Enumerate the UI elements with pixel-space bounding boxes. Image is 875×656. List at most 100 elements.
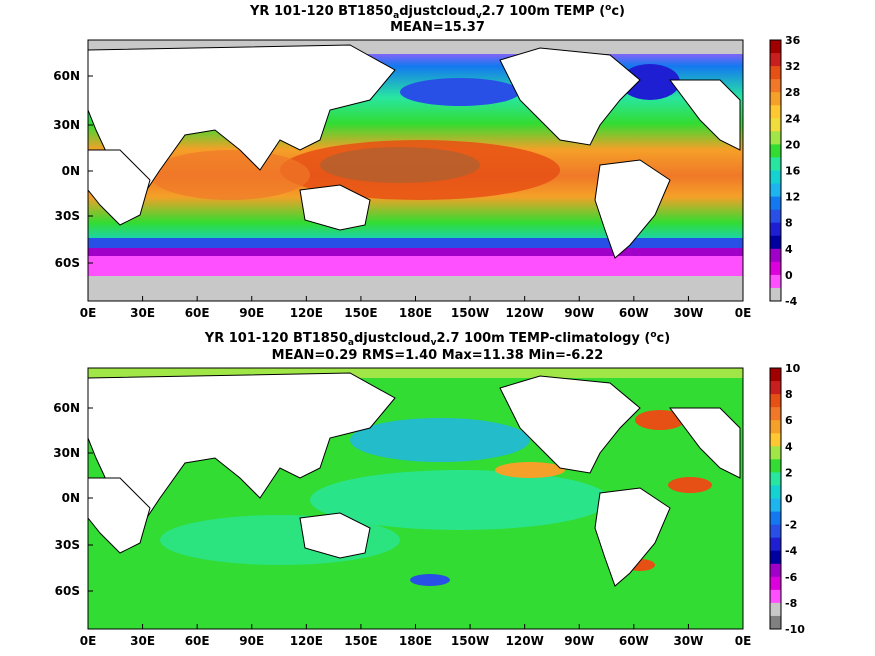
lon-tick-label: 60E (185, 306, 210, 320)
map-panel-top (88, 40, 743, 301)
colorbar-swatch (770, 235, 781, 250)
lon-tick-label: 0E (735, 634, 752, 648)
lat-tick-label: 0N (62, 491, 80, 505)
map-stats-bottom: MEAN=0.29 RMS=1.40 Max=11.38 Min=-6.22 (271, 348, 604, 363)
lon-tick-label: 120E (290, 306, 323, 320)
colorbar-swatch (770, 131, 781, 145)
colorbar-swatch (770, 433, 781, 447)
lon-tick-label: 90W (564, 634, 594, 648)
colorbar-swatch (770, 420, 781, 434)
colorbar-swatch (770, 524, 781, 539)
colorbar-swatch (770, 446, 781, 460)
colorbar-label: 20 (785, 138, 801, 151)
colorbar-label: 8 (785, 217, 793, 230)
lon-tick-label: 30W (673, 306, 703, 320)
lon-tick-label: 150E (344, 306, 377, 320)
colorbar-swatch (770, 563, 781, 578)
colorbar-swatch (770, 537, 781, 552)
colorbar-label: -4 (785, 295, 798, 308)
colorbar-swatch (770, 183, 781, 198)
colorbar-label: 24 (785, 112, 801, 125)
colorbar-label: 0 (785, 269, 793, 282)
colorbar-swatch (770, 196, 781, 211)
colorbar-label: 8 (785, 388, 793, 401)
lon-tick-label: 150E (344, 634, 377, 648)
lon-tick-label: 0E (735, 306, 752, 320)
lat-tick-label: 0N (62, 164, 80, 178)
colorbar-label: 36 (785, 34, 801, 47)
colorbar-swatch (770, 105, 781, 119)
colorbar-label: 12 (785, 191, 800, 204)
colorbar-swatch (770, 287, 781, 302)
colorbar-label: 2 (785, 466, 793, 479)
lon-tick-label: 0E (80, 306, 97, 320)
colorbar-swatch (770, 118, 781, 132)
lat-tick-label: 30N (53, 118, 80, 132)
colorbar-swatch (770, 261, 781, 276)
lon-tick-label: 90E (239, 306, 264, 320)
colorbar-swatch (770, 368, 781, 382)
lat-tick-label: 60S (55, 256, 80, 270)
colorbar-swatch (770, 589, 781, 604)
colorbar-frame (769, 367, 782, 630)
colorbar-swatch (770, 222, 781, 237)
lon-tick-label: 90W (564, 306, 594, 320)
colorbar-swatch (770, 485, 781, 499)
lon-tick-label: 0E (80, 634, 97, 648)
lon-tick-label: 150W (451, 634, 489, 648)
colorbar-swatch (770, 498, 781, 513)
colorbar-label: 32 (785, 60, 800, 73)
colorbar-swatch (770, 53, 781, 67)
lat-tick-label: 60N (53, 401, 80, 415)
colorbar-label: 4 (785, 440, 793, 453)
colorbar-label: 28 (785, 86, 800, 99)
lon-tick-label: 90E (239, 634, 264, 648)
lon-tick-label: 180E (399, 306, 432, 320)
colorbar-label: 16 (785, 165, 801, 178)
lat-tick-label: 60S (55, 584, 80, 598)
lon-tick-label: 120W (506, 306, 544, 320)
colorbar-label: -4 (785, 545, 798, 558)
colorbar-swatch (770, 576, 781, 591)
map-title-bottom: YR 101-120 BT1850adjustcloudv2.7 100m TE… (204, 330, 671, 348)
colorbar-label: 10 (785, 362, 801, 375)
lon-tick-label: 120W (506, 634, 544, 648)
colorbar-label: -8 (785, 597, 797, 610)
colorbar-swatch (770, 615, 781, 630)
lon-tick-label: 60E (185, 634, 210, 648)
colorbar-label: 6 (785, 414, 793, 427)
colorbar-swatch (770, 248, 781, 263)
colorbar-label: -2 (785, 519, 797, 532)
colorbar-swatch (770, 274, 781, 289)
colorbar-label: -10 (785, 623, 805, 636)
lat-tick-label: 30S (55, 209, 80, 223)
lon-tick-label: 30E (130, 634, 155, 648)
colorbar-swatch (770, 144, 781, 158)
colorbar-label: -6 (785, 571, 798, 584)
colorbar-swatch (770, 511, 781, 526)
colorbar-swatch (770, 394, 781, 408)
colorbar-swatch (770, 472, 781, 486)
colorbar-frame (769, 39, 782, 302)
colorbar-swatch (770, 170, 781, 185)
lon-tick-label: 60W (619, 634, 649, 648)
colorbar-swatch (770, 79, 781, 93)
colorbar-swatch (770, 209, 781, 224)
colorbar-swatch (770, 550, 781, 565)
colorbar-swatch (770, 157, 781, 171)
colorbar-swatch (770, 381, 781, 395)
lat-tick-label: 30S (55, 538, 80, 552)
lon-tick-label: 120E (290, 634, 323, 648)
map-stats-top: MEAN=15.37 (390, 20, 485, 35)
lon-tick-label: 180E (399, 634, 432, 648)
colorbar-swatch (770, 602, 781, 617)
lon-tick-label: 30W (673, 634, 703, 648)
lat-tick-label: 60N (53, 69, 80, 83)
colorbar-swatch (770, 40, 781, 54)
map-title-top: YR 101-120 BT1850adjustcloudv2.7 100m TE… (250, 3, 625, 21)
colorbar-label: 0 (785, 493, 793, 506)
lat-tick-label: 30N (53, 446, 80, 460)
lon-tick-label: 30E (130, 306, 155, 320)
lon-tick-label: 150W (451, 306, 489, 320)
